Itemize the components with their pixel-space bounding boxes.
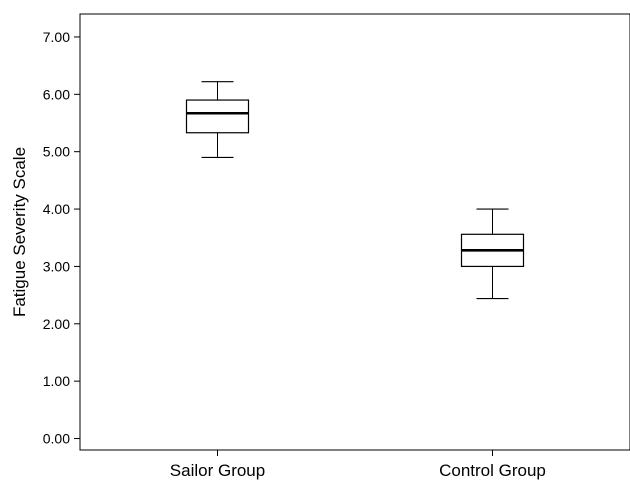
y-tick-label: 7.00 xyxy=(43,29,70,45)
box-sailor-group xyxy=(185,81,250,159)
y-axis-title: Fatigue Severity Scale xyxy=(10,147,29,317)
iqr-box xyxy=(185,99,250,134)
box-series xyxy=(185,81,525,300)
x-axis: Sailor Group Control Group xyxy=(170,450,546,480)
box-control-group xyxy=(460,208,525,300)
y-tick-label: 3.00 xyxy=(43,258,70,274)
y-axis: 0.00 1.00 2.00 3.00 4.00 5.00 6.00 7.00 xyxy=(43,29,80,447)
y-tick-label: 6.00 xyxy=(43,86,70,102)
x-category-label: Control Group xyxy=(439,461,546,480)
y-tick-label: 2.00 xyxy=(43,316,70,332)
plot-area xyxy=(79,13,630,451)
y-tick-label: 4.00 xyxy=(43,201,70,217)
y-tick-label: 1.00 xyxy=(43,373,70,389)
y-tick-label: 0.00 xyxy=(43,431,70,447)
y-tick-label: 5.00 xyxy=(43,144,70,160)
x-category-label: Sailor Group xyxy=(170,461,265,480)
